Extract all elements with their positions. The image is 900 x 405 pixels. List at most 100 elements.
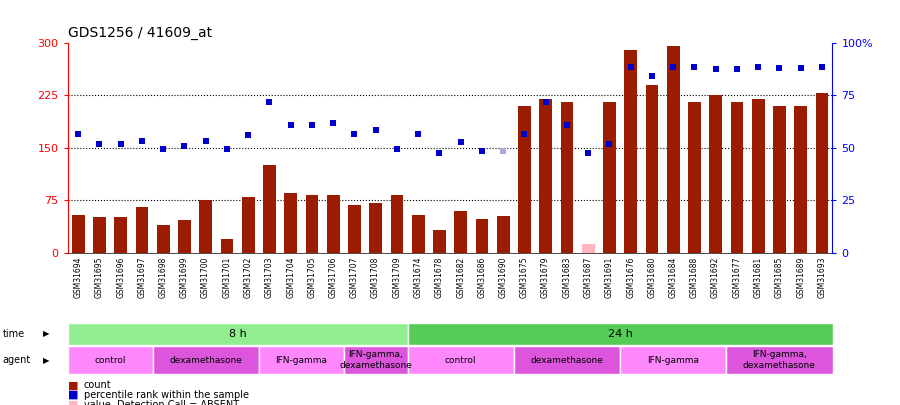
Text: IFN-gamma: IFN-gamma [647,356,699,364]
Text: GSM31705: GSM31705 [308,256,317,298]
Text: IFN-gamma,
dexamethasone: IFN-gamma, dexamethasone [742,350,815,370]
Bar [408,346,514,374]
Text: GSM31675: GSM31675 [520,256,529,298]
Text: GSM31706: GSM31706 [328,256,338,298]
Text: GSM31703: GSM31703 [265,256,274,298]
Bar [454,211,467,253]
Text: GSM31698: GSM31698 [158,256,167,298]
Bar [72,215,85,253]
Text: GSM31704: GSM31704 [286,256,295,298]
Text: GSM31702: GSM31702 [244,256,253,298]
Bar [815,93,828,253]
Text: GSM31690: GSM31690 [499,256,508,298]
Text: GSM31708: GSM31708 [371,256,380,298]
Text: GSM31700: GSM31700 [201,256,210,298]
Text: percentile rank within the sample: percentile rank within the sample [84,390,248,400]
Text: ■: ■ [68,400,78,405]
Text: GSM31678: GSM31678 [435,256,444,298]
Bar [348,205,361,253]
Text: ▶: ▶ [43,356,50,364]
Bar [688,102,701,253]
Bar [794,106,807,253]
Text: GSM31683: GSM31683 [562,256,572,298]
Bar [344,346,408,374]
Bar [433,230,446,253]
Bar [561,102,573,253]
Bar [68,323,408,345]
Text: GSM31684: GSM31684 [669,256,678,298]
Text: GSM31674: GSM31674 [414,256,423,298]
Text: GSM31695: GSM31695 [94,256,104,298]
Text: GSM31707: GSM31707 [350,256,359,298]
Text: ■: ■ [68,390,78,400]
Bar [731,102,743,253]
Text: 8 h: 8 h [229,329,247,339]
Text: value, Detection Call = ABSENT: value, Detection Call = ABSENT [84,400,238,405]
Bar [114,217,127,253]
Bar [93,217,106,253]
Text: GSM31686: GSM31686 [477,256,486,298]
Text: time: time [3,329,25,339]
Text: GSM31692: GSM31692 [711,256,720,298]
Text: dexamethasone: dexamethasone [530,356,603,364]
Text: GSM31680: GSM31680 [647,256,656,298]
Text: GSM31693: GSM31693 [817,256,826,298]
Text: GSM31687: GSM31687 [583,256,592,298]
Text: dexamethasone: dexamethasone [169,356,242,364]
Bar [518,106,531,253]
Text: GSM31697: GSM31697 [138,256,147,298]
Bar [259,346,344,374]
Text: IFN-gamma,
dexamethasone: IFN-gamma, dexamethasone [339,350,412,370]
Bar [667,46,680,253]
Text: ■: ■ [68,380,78,390]
Bar [773,106,786,253]
Text: GSM31685: GSM31685 [775,256,784,298]
Text: agent: agent [3,355,31,365]
Bar [514,346,620,374]
Bar [263,165,275,253]
Text: GSM31694: GSM31694 [74,256,83,298]
Bar [408,323,832,345]
Text: GSM31688: GSM31688 [690,256,699,298]
Bar [157,225,169,253]
Bar [68,346,152,374]
Bar [539,99,552,253]
Text: ▶: ▶ [43,329,50,339]
Bar [625,49,637,253]
Bar [497,216,509,253]
Bar [726,346,832,374]
Bar [199,200,212,253]
Text: GSM31676: GSM31676 [626,256,635,298]
Bar [178,220,191,253]
Bar [709,95,722,253]
Bar [620,346,726,374]
Bar [220,239,233,253]
Bar [242,197,255,253]
Text: count: count [84,380,112,390]
Bar [369,202,382,253]
Text: 24 h: 24 h [608,329,633,339]
Bar [581,244,595,253]
Bar [645,85,658,253]
Bar [305,195,319,253]
Bar [136,207,149,253]
Text: GSM31691: GSM31691 [605,256,614,298]
Bar [152,346,259,374]
Text: GDS1256 / 41609_at: GDS1256 / 41609_at [68,26,211,40]
Text: IFN-gamma: IFN-gamma [275,356,328,364]
Bar [603,102,616,253]
Text: GSM31701: GSM31701 [222,256,231,298]
Text: GSM31682: GSM31682 [456,256,465,298]
Text: GSM31699: GSM31699 [180,256,189,298]
Bar [752,99,764,253]
Text: GSM31677: GSM31677 [733,256,742,298]
Text: GSM31689: GSM31689 [796,256,806,298]
Bar [475,220,488,253]
Text: GSM31679: GSM31679 [541,256,550,298]
Bar [284,194,297,253]
Text: GSM31709: GSM31709 [392,256,401,298]
Bar [327,195,339,253]
Bar [391,195,403,253]
Text: GSM31696: GSM31696 [116,256,125,298]
Text: GSM31681: GSM31681 [753,256,762,298]
